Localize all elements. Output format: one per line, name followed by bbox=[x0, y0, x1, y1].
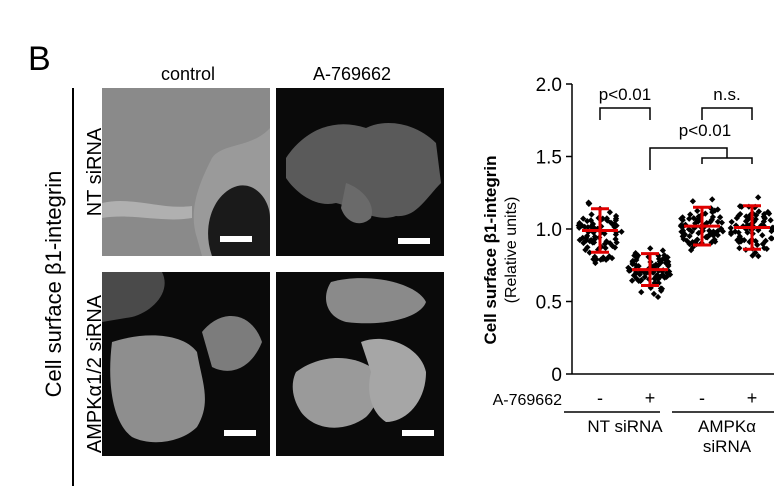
data-point bbox=[588, 211, 595, 218]
data-point bbox=[584, 244, 591, 251]
data-point bbox=[678, 223, 685, 230]
scatter-chart: Cell surface β1-integrin (Relative units… bbox=[481, 75, 774, 456]
data-point bbox=[727, 224, 734, 232]
group-label: siRNA bbox=[703, 437, 752, 456]
y-tick-label: 1.0 bbox=[536, 220, 562, 241]
data-point bbox=[709, 196, 716, 203]
annotation-label: p<0.01 bbox=[599, 85, 651, 104]
treatment-sign: + bbox=[645, 388, 656, 408]
column-label-control: control bbox=[160, 64, 216, 84]
data-point bbox=[755, 194, 762, 201]
bracket-ampk bbox=[701, 107, 753, 120]
bracket-nt bbox=[599, 107, 651, 120]
micrograph-ampk-control bbox=[102, 272, 270, 456]
data-point bbox=[652, 261, 660, 268]
outer-row-label: Cell surface β1-integrin bbox=[41, 170, 66, 398]
data-point bbox=[647, 245, 654, 252]
micrograph-nt-control bbox=[102, 88, 270, 256]
treatment-sign: + bbox=[747, 388, 758, 408]
data-point bbox=[767, 235, 774, 242]
scale-bar bbox=[224, 430, 256, 436]
row-label-line bbox=[72, 88, 74, 486]
panel-letter: B bbox=[28, 40, 51, 78]
data-point bbox=[767, 217, 774, 224]
y-axis: 0 0.5 1.0 1.5 2.0 bbox=[536, 75, 774, 386]
data-point bbox=[761, 211, 768, 218]
y-tick-label: 2.0 bbox=[536, 75, 562, 96]
data-point bbox=[695, 218, 702, 225]
data-point bbox=[606, 209, 614, 216]
micrograph-ampk-treatment bbox=[276, 272, 444, 456]
treatment-sign: - bbox=[699, 388, 705, 408]
data-point bbox=[686, 233, 693, 240]
data-point bbox=[708, 216, 715, 223]
y-axis-title: Cell surface β1-integrin (Relative units… bbox=[481, 156, 520, 345]
micrograph-nt-treatment bbox=[276, 88, 444, 256]
data-point bbox=[752, 249, 759, 256]
data-point bbox=[638, 289, 645, 296]
significance-annotations: p<0.01 n.s. p<0.01 bbox=[599, 85, 753, 170]
treatment-sign: - bbox=[597, 388, 603, 408]
data-point bbox=[687, 211, 694, 218]
mean-sd-bars bbox=[582, 204, 770, 288]
y-tick-label: 0 bbox=[551, 365, 562, 386]
data-point bbox=[736, 245, 743, 252]
y-axis-title-main: Cell surface β1-integrin bbox=[481, 156, 500, 345]
annotation-label: n.s. bbox=[713, 85, 740, 104]
data-point bbox=[612, 215, 620, 222]
y-tick-label: 1.5 bbox=[536, 148, 562, 169]
bracket-cross bbox=[649, 147, 728, 170]
data-point bbox=[659, 247, 666, 254]
group-label: NT siRNA bbox=[587, 417, 663, 436]
data-point bbox=[643, 269, 650, 276]
column-label-treatment: A-769662 bbox=[312, 64, 392, 84]
data-point bbox=[728, 218, 735, 226]
data-point bbox=[633, 275, 640, 282]
group-label: AMPKα bbox=[698, 417, 756, 436]
data-point bbox=[689, 198, 696, 205]
y-axis-title-sub: (Relative units) bbox=[503, 197, 520, 304]
scale-bar bbox=[398, 238, 430, 244]
annotation-label: p<0.01 bbox=[679, 121, 731, 140]
data-point bbox=[759, 232, 766, 239]
data-point bbox=[686, 215, 693, 222]
data-point bbox=[576, 236, 583, 244]
data-point bbox=[584, 232, 591, 240]
bracket-ampk-pair bbox=[701, 157, 753, 164]
scale-bar bbox=[220, 236, 252, 242]
scale-bar bbox=[402, 430, 434, 436]
data-point bbox=[716, 214, 724, 221]
data-point bbox=[618, 228, 625, 235]
treatment-label: A-769662 bbox=[493, 392, 562, 409]
y-tick-label: 0.5 bbox=[536, 293, 562, 314]
